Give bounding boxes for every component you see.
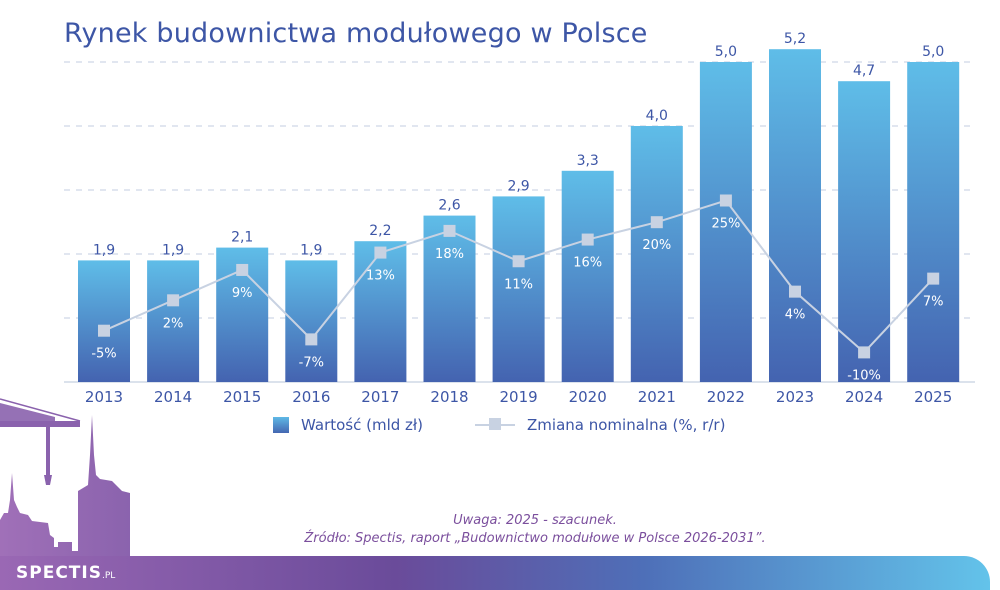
x-tick-label: 2020	[569, 388, 607, 406]
line-value-label: 16%	[573, 256, 602, 271]
chart-title: Rynek budownictwa modułowego w Polsce	[64, 18, 648, 49]
bar	[423, 215, 476, 382]
line-marker	[789, 285, 801, 298]
x-tick-label: 2016	[292, 388, 330, 406]
line-marker	[650, 216, 663, 229]
buildings-icon	[0, 415, 260, 565]
line-value-label: 13%	[366, 269, 395, 284]
line-marker	[98, 324, 110, 337]
bar	[838, 81, 891, 382]
crane-icon	[0, 398, 81, 485]
bar-value-label: 2,2	[369, 223, 391, 239]
x-tick-label: 2022	[707, 388, 745, 406]
legend-line-label: Zmiana nominalna (%, r/r)	[527, 416, 726, 434]
bar-value-label: 4,0	[646, 108, 668, 124]
x-tick-label: 2017	[361, 388, 399, 406]
bar-value-label: 1,9	[162, 242, 184, 258]
line-value-label: 20%	[642, 238, 671, 253]
x-tick-label: 2015	[223, 388, 261, 406]
bar	[354, 241, 407, 382]
line-marker	[374, 246, 387, 259]
skyline-illustration	[0, 398, 260, 565]
bar	[769, 49, 821, 382]
spectis-logo: SPECTIS.PL	[16, 563, 115, 583]
x-tick-label: 2019	[500, 388, 538, 406]
bar-value-label: 2,1	[231, 230, 253, 246]
bar-value-label: 3,3	[577, 153, 599, 169]
line-value-label: 2%	[163, 316, 184, 331]
line-marker	[236, 263, 249, 276]
line-marker	[167, 294, 180, 307]
bar-value-label: 4,7	[853, 63, 875, 79]
x-tick-label: 2021	[638, 388, 676, 406]
line-marker	[858, 346, 871, 359]
x-tick-label: 2025	[914, 388, 952, 406]
line-value-label: 9%	[232, 286, 253, 301]
line-value-label: 11%	[504, 277, 533, 292]
line-value-label: 18%	[435, 247, 464, 262]
x-tick-label: 2018	[430, 388, 468, 406]
bar	[907, 62, 960, 382]
line-marker	[443, 224, 456, 237]
bar-value-label: 1,9	[93, 242, 115, 258]
legend-bar-label: Wartość (mld zł)	[301, 416, 424, 434]
legend-line-swatch	[475, 418, 516, 430]
line-value-label: -5%	[91, 347, 116, 362]
x-tick-label: 2023	[776, 388, 814, 406]
note-text: Uwaga: 2025 - szacunek.	[453, 513, 617, 528]
x-tick-label: 2014	[154, 388, 192, 406]
bar-value-label: 2,6	[438, 198, 460, 214]
footer-bar	[0, 556, 990, 590]
bar-value-label: 5,0	[922, 44, 944, 60]
line-value-label: 7%	[923, 295, 944, 310]
bar	[561, 170, 614, 382]
bar-value-label: 1,9	[300, 242, 322, 258]
bar-value-label: 2,9	[507, 178, 529, 194]
line-marker	[512, 255, 525, 268]
chart: 1,9 2013 1,9 2014 2,1 2015 1,9 2016 2,2 2017 2,6 20…	[64, 31, 975, 406]
bar	[630, 126, 683, 382]
bar-value-label: 5,2	[784, 31, 806, 47]
bar-value-label: 5,0	[715, 44, 737, 60]
bar	[492, 196, 545, 382]
source-text: Źródło: Spectis, raport „Budownictwo mod…	[304, 531, 766, 546]
line-marker	[305, 333, 318, 346]
line-value-label: 25%	[711, 217, 740, 232]
logo-main: SPECTIS	[16, 563, 102, 583]
line-value-label: -10%	[847, 368, 881, 383]
bar	[147, 260, 200, 382]
legend: Wartość (mld zł) Zmiana nominalna (%, r/…	[273, 416, 725, 434]
line-value-label: -7%	[299, 355, 324, 370]
line-marker	[581, 233, 594, 246]
bar	[78, 260, 130, 382]
logo-suffix: .PL	[101, 571, 116, 581]
legend-bar-swatch	[273, 417, 289, 433]
x-tick-label: 2013	[85, 388, 123, 406]
x-tick-label: 2024	[845, 388, 883, 406]
line-marker	[927, 272, 940, 285]
line-value-label: 4%	[785, 308, 806, 323]
line-marker	[719, 194, 732, 207]
